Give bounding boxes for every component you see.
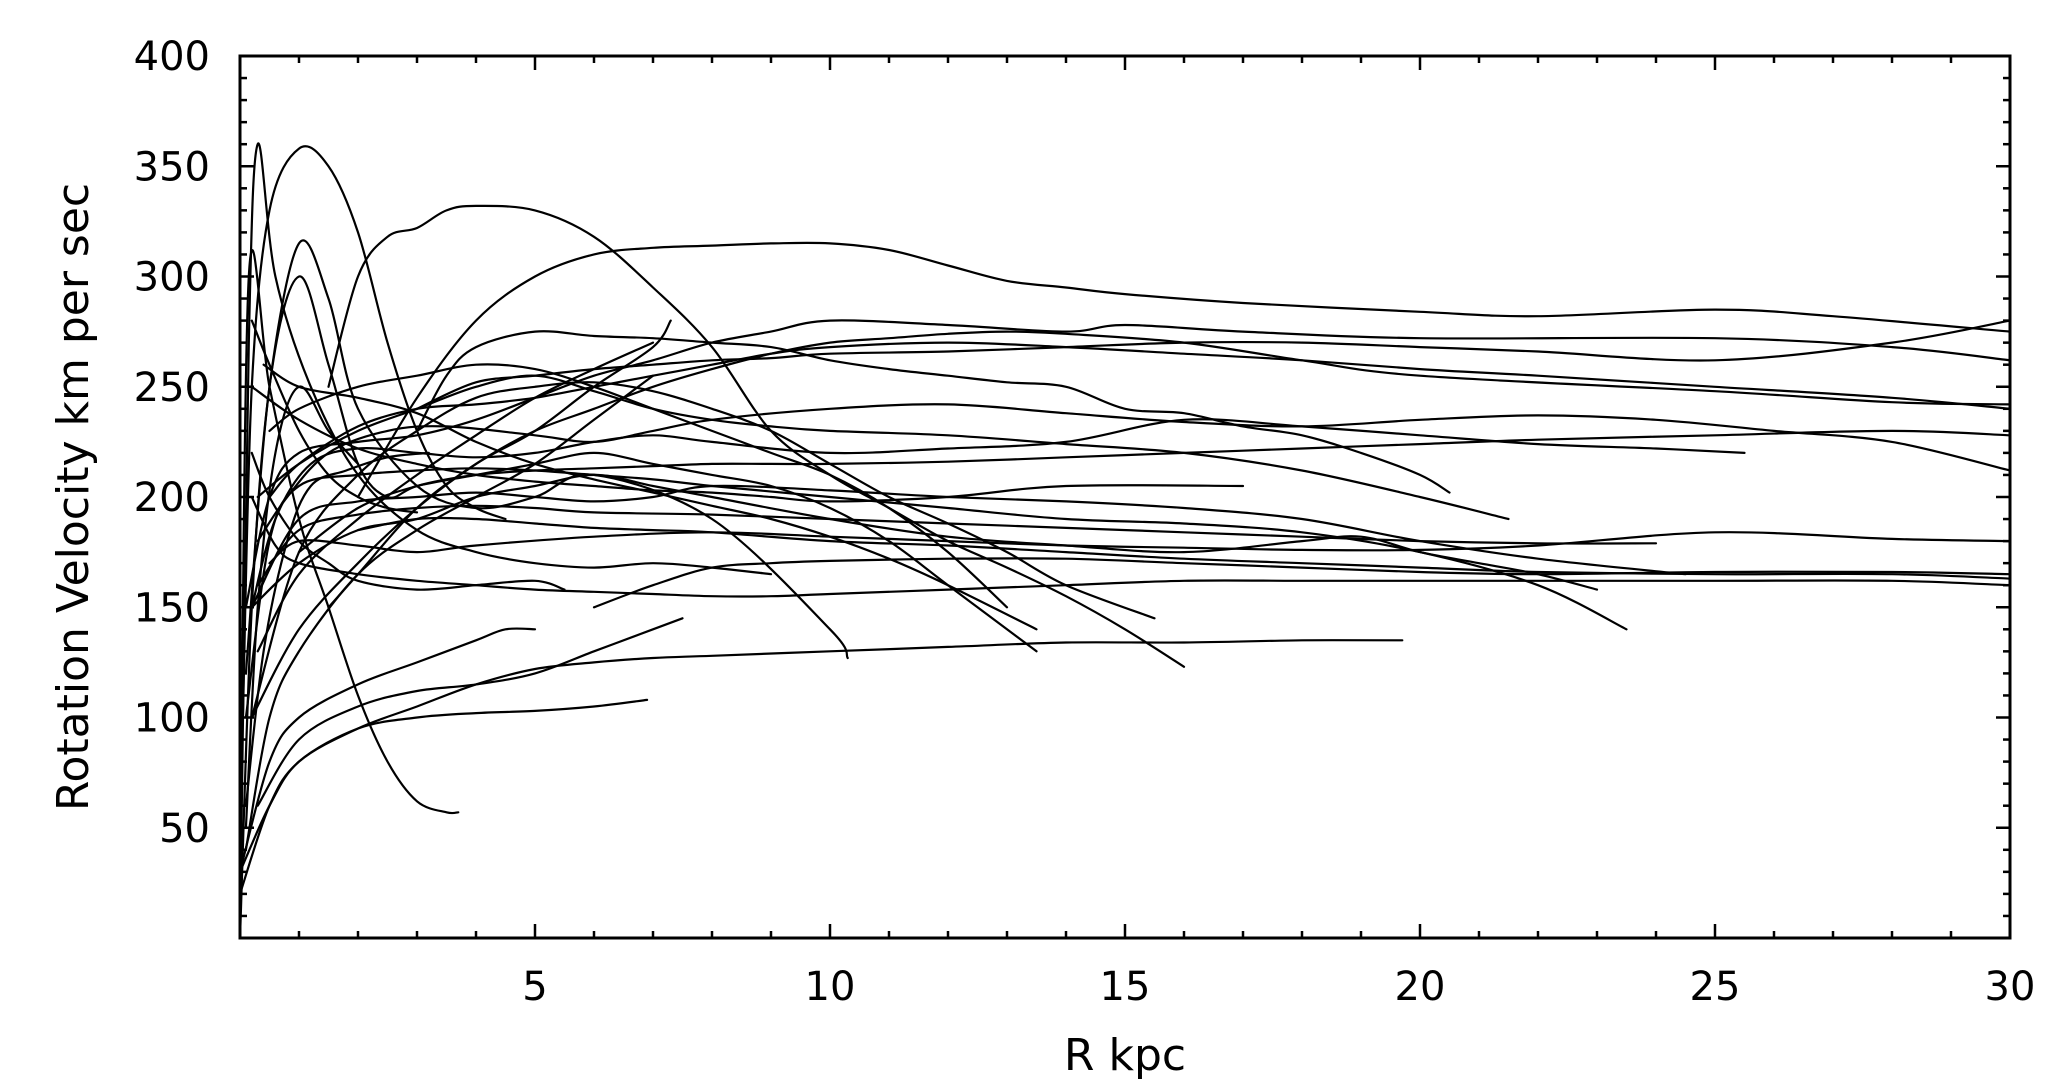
rotation-curve-33 (250, 385, 1245, 503)
curve-layer (238, 142, 2012, 940)
rotation-curve-6 (327, 204, 1186, 668)
rotation-curve-39 (244, 451, 430, 807)
x-tick-label: 5 (522, 964, 547, 1010)
y-tick-label: 350 (134, 144, 210, 190)
rotation-curve-23 (250, 451, 566, 591)
rotation-curve-30 (244, 374, 655, 851)
rotation-curve-22 (592, 557, 2012, 609)
rotation-curve-21 (250, 495, 2012, 598)
tick-layer (240, 56, 2010, 938)
rotation-curve-2 (238, 142, 773, 940)
rotation-curve-35 (356, 516, 2012, 580)
rotation-curve-11 (268, 341, 2012, 499)
rotation-curve-36 (415, 319, 2012, 410)
y-tick-label: 400 (134, 34, 210, 80)
x-tick-label: 30 (1985, 964, 2036, 1010)
rotation-curve-18 (256, 504, 1658, 587)
rotation-curve-27 (256, 617, 684, 807)
plot-frame (238, 54, 2012, 940)
rotation-curve-17 (250, 484, 1687, 609)
rotation-curve-24 (238, 627, 537, 873)
x-tick-label: 25 (1690, 964, 1741, 1010)
y-tick-label: 300 (134, 255, 210, 301)
y-axis-title: Rotation Velocity km per sec (48, 183, 99, 811)
rotation-curve-9 (244, 319, 2012, 609)
x-tick-label: 15 (1100, 964, 1151, 1010)
rotation-curve-32 (262, 363, 1038, 631)
x-axis-title: R kpc (1064, 1030, 1186, 1081)
rotation-curve-14 (256, 374, 1510, 521)
rotation-curve-13 (250, 418, 1746, 609)
rotation-curve-7 (356, 241, 2012, 499)
rotation-curve-38 (244, 385, 360, 829)
rotation-curve-12 (256, 403, 2012, 543)
rotation-curve-34 (297, 429, 2012, 554)
y-tick-label: 150 (134, 585, 210, 631)
y-tick-label: 200 (134, 475, 210, 521)
rotation-curve-25 (238, 639, 1404, 895)
y-tick-label: 50 (159, 806, 210, 852)
x-tick-label: 10 (805, 964, 856, 1010)
rotation-curve-4 (241, 145, 507, 719)
rotation-curve-31 (268, 363, 1009, 609)
rotation-curve-8 (415, 330, 1451, 494)
x-tick-label: 20 (1395, 964, 1446, 1010)
y-tick-label: 250 (134, 365, 210, 411)
rotation-curve-28 (250, 319, 672, 719)
rotation-curve-19 (268, 531, 2012, 565)
rotation-curve-29 (256, 341, 655, 653)
y-tick-label: 100 (134, 696, 210, 742)
rotation-curve-26 (238, 698, 649, 873)
tick-label-layer: 5 10 15 20 25 30 50 100 150 200 250 300 350 400 (134, 34, 2036, 1010)
